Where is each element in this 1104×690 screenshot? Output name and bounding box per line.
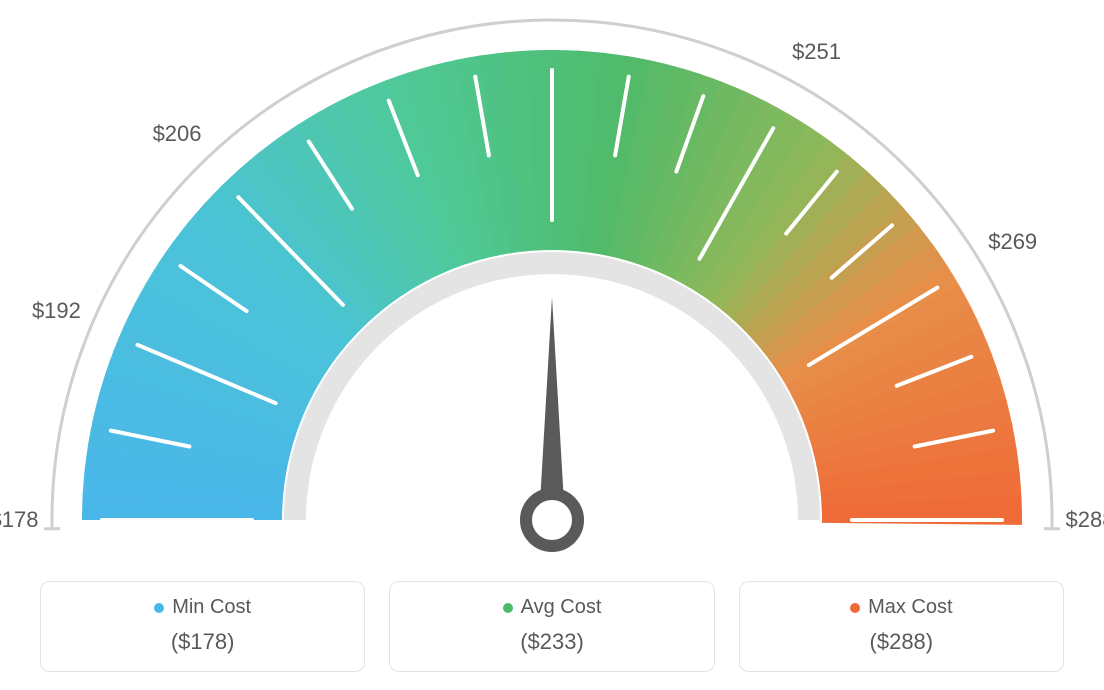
avg-cost-value: ($233) — [408, 629, 695, 655]
avg-cost-title: Avg Cost — [503, 596, 602, 619]
gauge-tick-label: $251 — [792, 39, 841, 65]
max-dot-icon — [850, 603, 860, 613]
gauge-tick-label: $192 — [32, 298, 81, 324]
avg-dot-icon — [503, 603, 513, 613]
max-cost-title: Max Cost — [850, 596, 952, 619]
min-cost-title: Min Cost — [154, 596, 251, 619]
min-dot-icon — [154, 603, 164, 613]
summary-cards: Min Cost ($178) Avg Cost ($233) Max Cost… — [0, 581, 1104, 672]
gauge-tick-label: $178 — [0, 507, 38, 533]
gauge-tick-label: $288 — [1066, 507, 1104, 533]
gauge-tick-label: $206 — [153, 121, 202, 147]
min-cost-card: Min Cost ($178) — [40, 581, 365, 672]
gauge-tick-label: $269 — [988, 229, 1037, 255]
max-cost-card: Max Cost ($288) — [739, 581, 1064, 672]
gauge-svg — [0, 0, 1104, 570]
avg-cost-label: Avg Cost — [521, 596, 602, 619]
gauge-chart: $178$192$206$233$251$269$288 — [0, 0, 1104, 570]
max-cost-value: ($288) — [758, 629, 1045, 655]
min-cost-label: Min Cost — [172, 596, 251, 619]
max-cost-label: Max Cost — [868, 596, 952, 619]
min-cost-value: ($178) — [59, 629, 346, 655]
avg-cost-card: Avg Cost ($233) — [389, 581, 714, 672]
